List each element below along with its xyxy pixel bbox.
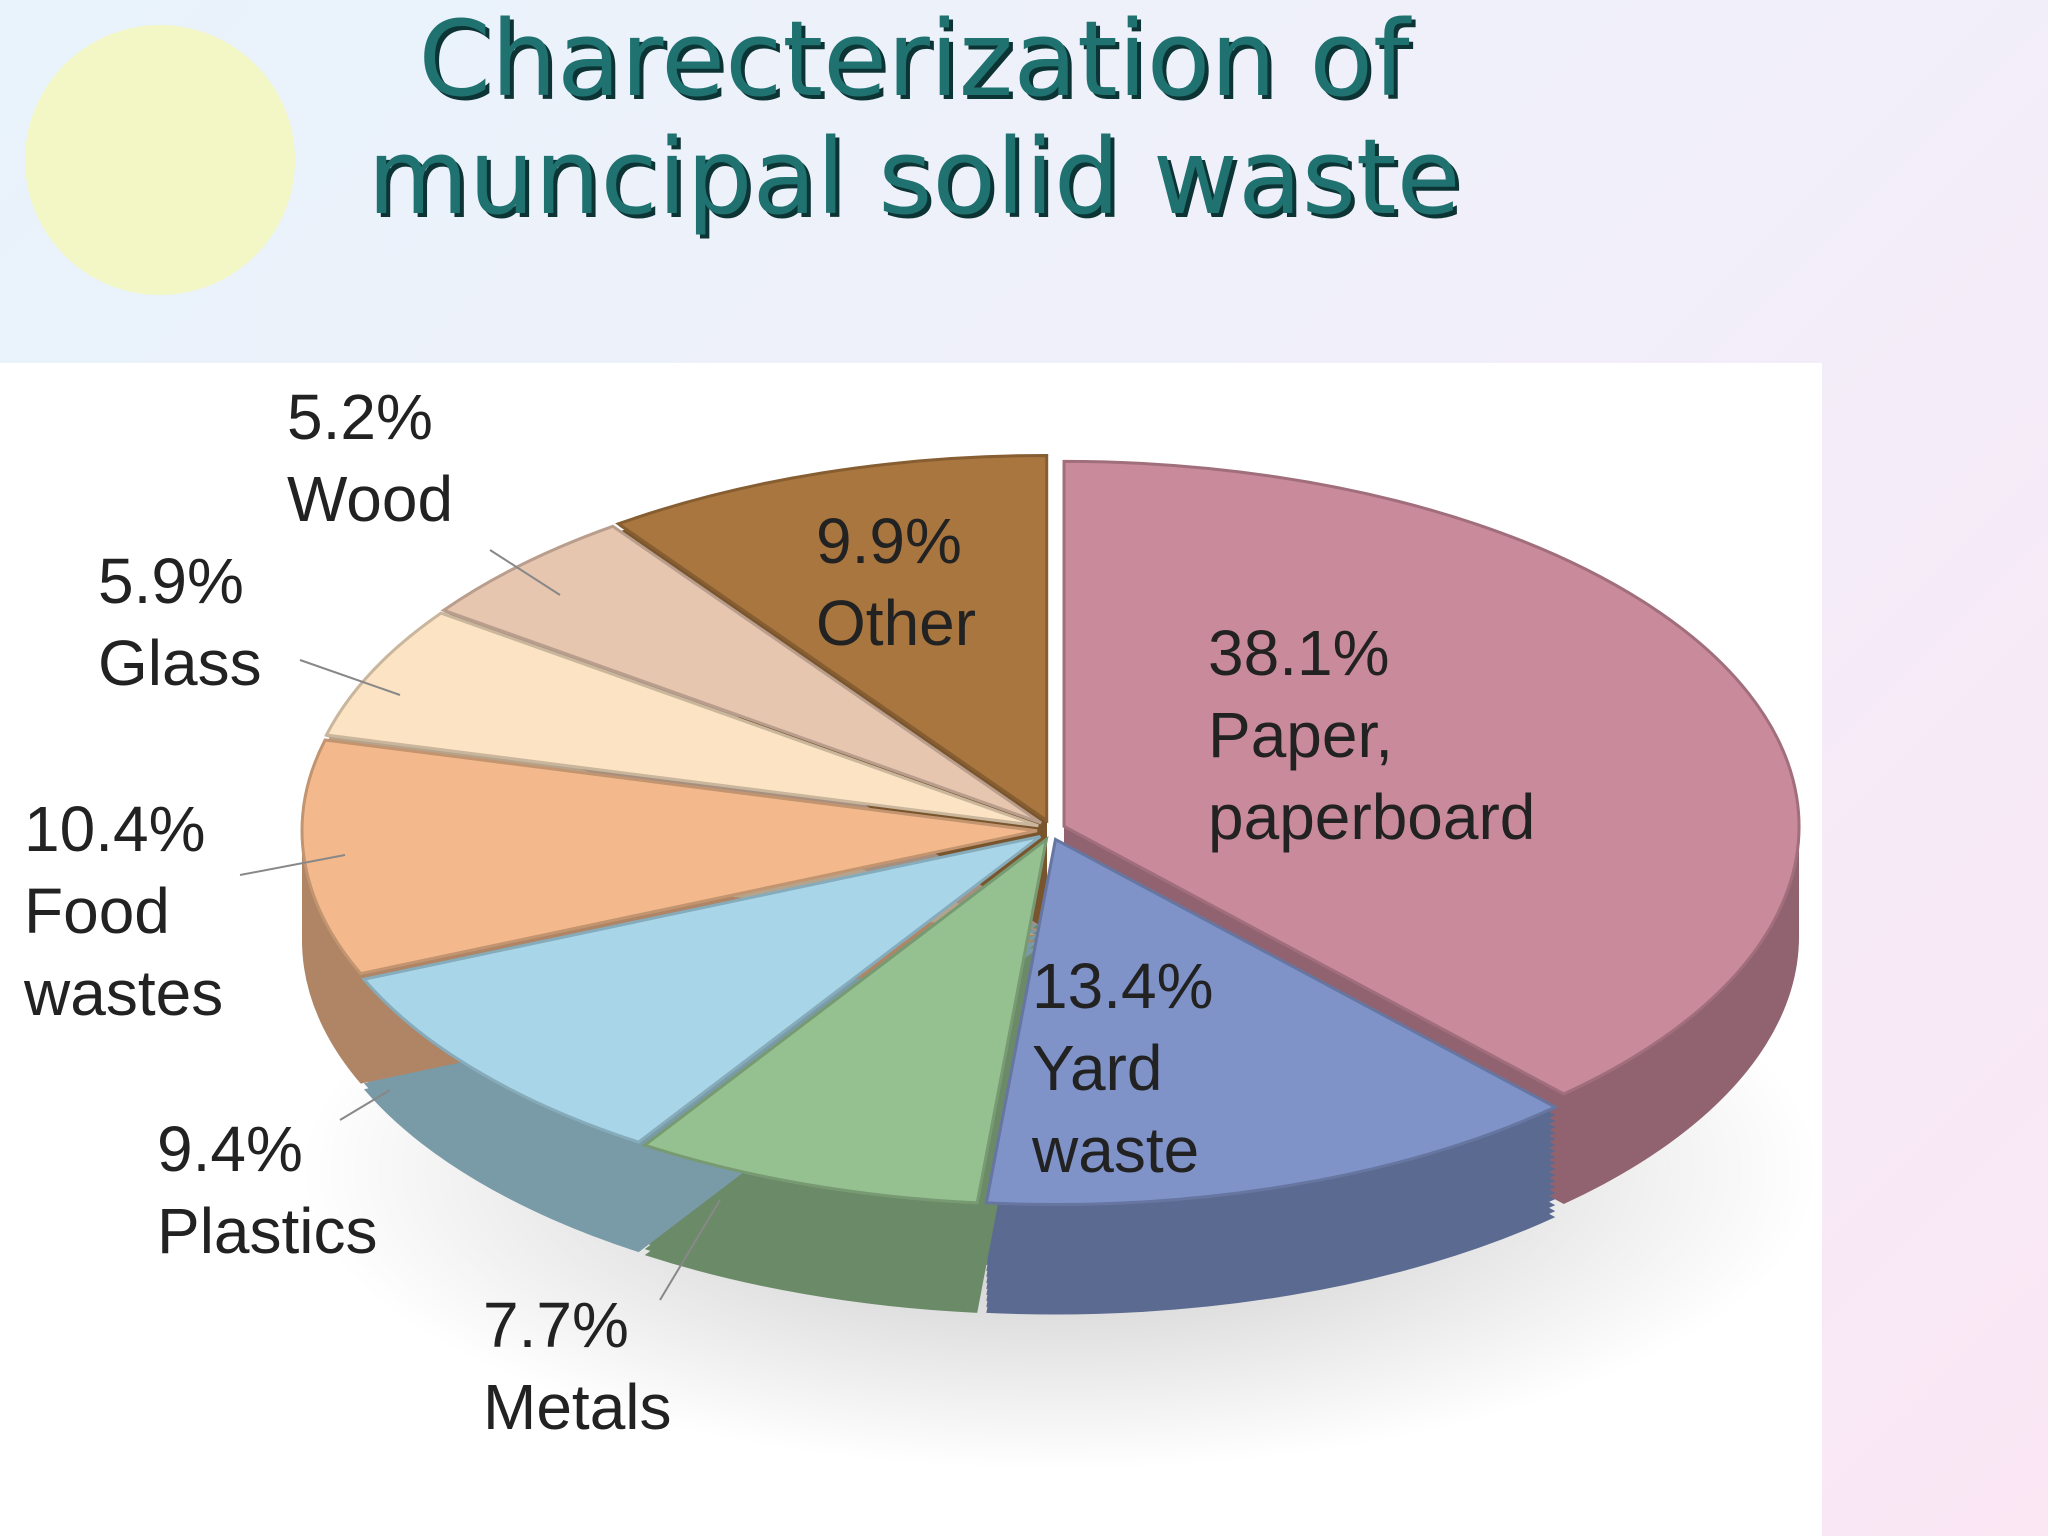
value-label: 5.9%: [98, 545, 244, 617]
chart-title: Charecterization of muncipal solid waste: [367, 0, 1461, 238]
category-label: Plastics: [157, 1195, 378, 1267]
value-label: 9.4%: [157, 1113, 303, 1185]
slice: [300, 738, 1038, 976]
category-label: Glass: [98, 627, 262, 699]
leader-line: [659, 1199, 721, 1301]
leader-line: [299, 659, 401, 696]
slice: [1062, 459, 1801, 1096]
slice: [984, 837, 1559, 1206]
slice-label: 9.9% Other: [816, 500, 1046, 664]
leader-line: [239, 854, 346, 876]
category-label: Food wastes: [24, 875, 224, 1029]
value-label: 7.7%: [483, 1289, 629, 1361]
slice: [324, 611, 1039, 828]
slice: [440, 524, 1042, 825]
slice: [641, 835, 1049, 1205]
category-label: Paper, paperboard: [1208, 699, 1536, 853]
value-label: 10.4%: [24, 793, 206, 865]
slice-label: 38.1% Paper, paperboard: [1208, 612, 1638, 858]
balloon: [25, 25, 295, 295]
category-label: Wood: [287, 463, 454, 535]
slice-label: 5.2% Wood: [287, 376, 547, 540]
category-label: Metals: [483, 1371, 672, 1443]
leader-line: [339, 1089, 391, 1121]
slice-label: 7.7% Metals: [483, 1284, 783, 1448]
value-label: 13.4%: [1032, 950, 1214, 1022]
value-label: 38.1%: [1208, 617, 1390, 689]
category-label: Other: [816, 587, 977, 659]
slice: [615, 453, 1049, 824]
leader-line: [489, 549, 561, 596]
value-label: 9.9%: [816, 505, 962, 577]
slice: [361, 834, 1042, 1144]
slice-label: 13.4% Yard waste: [1032, 945, 1232, 1191]
category-label: Yard waste: [1032, 1032, 1200, 1186]
slice-label: 10.4% Food wastes: [24, 788, 254, 1034]
value-label: 5.2%: [287, 381, 433, 453]
slice-label: 5.9% Glass: [98, 540, 358, 704]
slice-label: 9.4% Plastics: [157, 1108, 477, 1272]
